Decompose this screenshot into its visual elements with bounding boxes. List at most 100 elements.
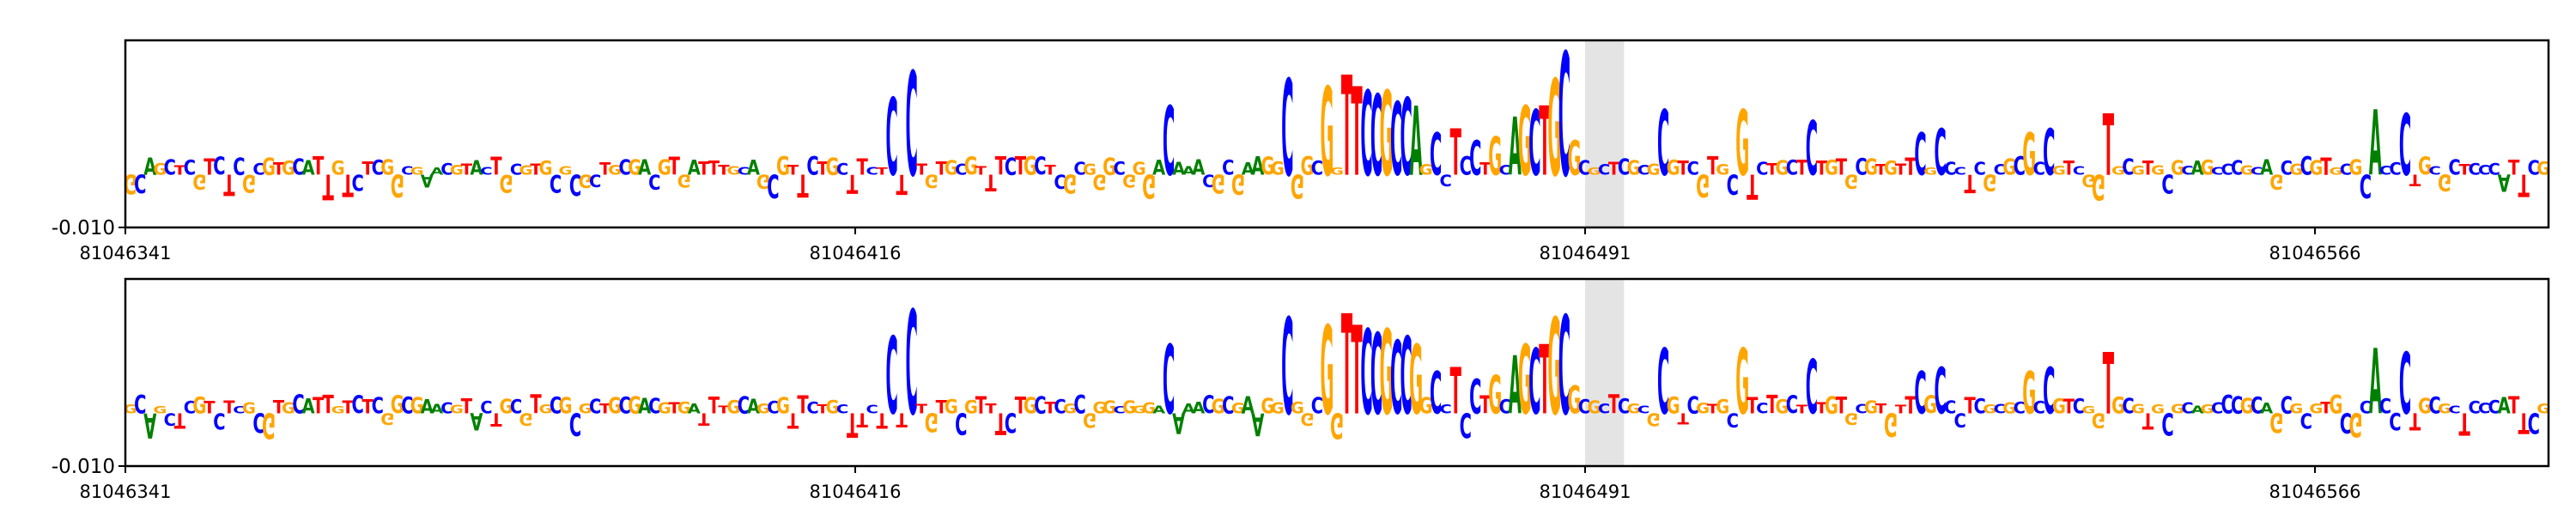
logo-letter: G: [153, 404, 167, 416]
logo-letter: T: [2063, 158, 2075, 179]
logo-letter: G: [2151, 403, 2165, 416]
logo-letter: C: [1163, 325, 1175, 437]
logo-letter: C: [1499, 163, 1511, 179]
logo-letter: C: [1370, 71, 1382, 201]
logo-letter: C: [866, 403, 878, 416]
logo-letter: C: [2389, 160, 2401, 179]
logo-letter: G: [1627, 156, 1641, 179]
logo-letter: G: [450, 162, 464, 179]
logo-letter: C: [1034, 152, 1046, 181]
logo-letter: C: [252, 406, 264, 437]
logo-letter: G: [1647, 161, 1661, 179]
logo-letter: C: [648, 394, 660, 419]
logo-letter: C: [2014, 152, 2026, 181]
logo-letter: C: [1934, 354, 1946, 428]
logo-letter: C: [1370, 310, 1382, 439]
logo-letter: G: [391, 167, 404, 203]
logo-letter: G: [2052, 396, 2066, 419]
logo-letter: C: [1469, 369, 1481, 425]
logo-letter: C: [510, 162, 522, 179]
logo-letter: C: [836, 403, 848, 416]
highlight-band: [1585, 279, 1625, 466]
logo-letter: G: [124, 167, 137, 198]
logo-letter: G: [1320, 300, 1334, 442]
logo-letter: C: [292, 390, 304, 419]
logo-letter: T: [1539, 87, 1550, 198]
logo-letter: C: [550, 169, 562, 198]
x-tick-label: 81046341: [80, 243, 172, 264]
logo-letter: C: [440, 161, 453, 179]
logo-letter: G: [1696, 401, 1710, 418]
logo-letter: C: [906, 281, 918, 447]
logo-letter: C: [1469, 130, 1481, 186]
logo-letter: G: [1291, 167, 1304, 204]
logo-letter: T: [1341, 47, 1352, 208]
logo-letter: C: [1944, 159, 1956, 179]
logo-letter: G: [262, 153, 276, 180]
logo-letter: G: [2348, 405, 2362, 443]
logo-letter: A: [430, 166, 444, 178]
logo-letter: T: [2409, 408, 2421, 435]
logo-letter: A: [143, 404, 157, 444]
logo-letter: T: [797, 391, 809, 420]
logo-letter: G: [1024, 394, 1037, 419]
logo-letter: G: [331, 404, 345, 416]
logo-letter: G: [391, 391, 404, 420]
logo-letter: C: [886, 315, 898, 439]
logo-letter: C: [164, 155, 176, 180]
logo-letter: G: [628, 155, 641, 180]
x-tick-label: 81046491: [1540, 243, 1631, 264]
logo-letter: G: [2201, 403, 2215, 416]
logo-letter: G: [2002, 155, 2016, 180]
logo-letter: C: [1430, 121, 1442, 189]
logo-letter: G: [380, 409, 394, 427]
logo-letter: C: [1390, 82, 1402, 199]
logo-letter: G: [1212, 167, 1225, 198]
logo-letter: G: [1587, 397, 1601, 417]
logo-letter: G: [677, 398, 691, 418]
logo-letter: G: [153, 160, 167, 179]
logo-letter: G: [1083, 161, 1097, 179]
logo-letter: T: [204, 155, 216, 180]
logo-letter: G: [1300, 152, 1314, 181]
logo-letter: T: [1707, 403, 1718, 417]
logo-letter: T: [1015, 152, 1026, 181]
logo-letter: A: [1152, 403, 1166, 415]
logo-letter: C: [619, 155, 631, 180]
x-tick-label: 81046566: [2269, 482, 2361, 502]
logo-letter: G: [1093, 398, 1107, 418]
logo-letter: G: [2111, 391, 2125, 419]
logo-letter: C: [836, 161, 848, 179]
logo-letter: T: [1450, 354, 1461, 428]
logo-letter: G: [519, 164, 532, 179]
logo-letter: C: [1974, 158, 1986, 179]
logo-letter: G: [2081, 171, 2095, 191]
logo-letter: C: [2281, 391, 2293, 419]
logo-letter: C: [372, 394, 384, 419]
logo-letter: C: [1360, 306, 1372, 441]
logo-letter: T: [1905, 391, 1917, 419]
logo-letter: T: [1351, 62, 1362, 203]
logo-letter: G: [1923, 391, 1937, 420]
logo-letter: T: [1479, 391, 1492, 420]
logo-letter: G: [1261, 394, 1274, 419]
logo-letter: G: [945, 397, 958, 418]
logo-letter: T: [223, 397, 235, 418]
logo-letter: G: [1320, 62, 1334, 203]
logo-letter: C: [372, 157, 384, 180]
y-tick-label: -0.010: [52, 217, 115, 239]
logo-letter: C: [1855, 153, 1867, 180]
logo-letter: A: [1172, 406, 1185, 439]
logo-letter: A: [302, 157, 315, 180]
logo-letter: C: [233, 153, 245, 180]
logo-letter: C: [2428, 391, 2440, 419]
logo-letter: T: [313, 394, 325, 419]
logo-letter: C: [1222, 157, 1234, 180]
logo-letter: A: [1509, 101, 1522, 194]
logo-letter: T: [2458, 406, 2470, 442]
logo-letter: G: [559, 394, 573, 419]
logo-letter: C: [955, 162, 967, 179]
logo-letter: C: [1005, 153, 1017, 180]
logo-letter: C: [2221, 162, 2233, 179]
